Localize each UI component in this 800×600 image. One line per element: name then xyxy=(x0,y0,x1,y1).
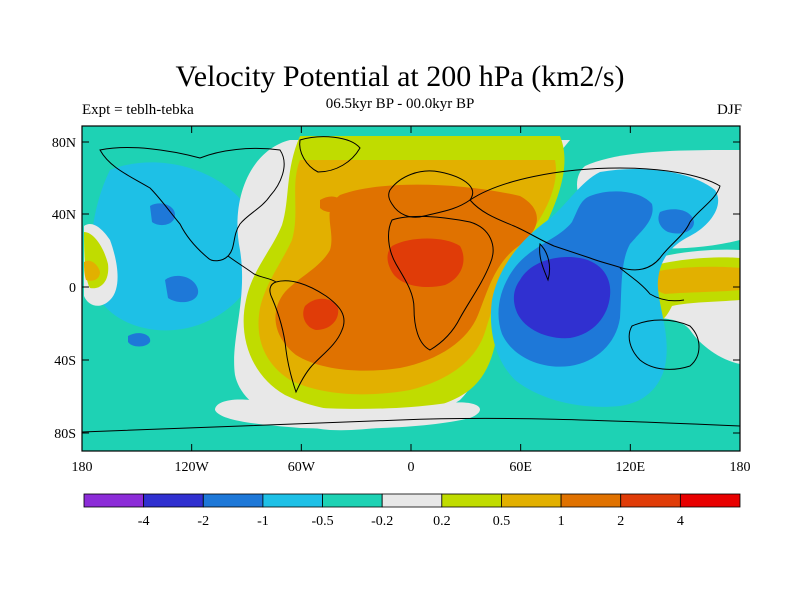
contour-positive-4-africa xyxy=(387,238,464,288)
velocity-potential-field xyxy=(82,126,740,451)
lat-tick-label: 80N xyxy=(52,136,76,151)
lat-tick-label: 80S xyxy=(54,427,76,442)
season-label: DJF xyxy=(716,102,742,118)
longitude-axis: 180 120W 60W 0 60E 120E 180 xyxy=(72,126,751,475)
colorbar-label: -0.2 xyxy=(371,514,393,529)
colorbar-swatch xyxy=(620,493,681,508)
contour-pacific-neg1a xyxy=(150,203,175,226)
colorbar-swatch xyxy=(679,493,741,508)
colorbar-label: 0.2 xyxy=(433,514,451,529)
lon-tick-label: 60E xyxy=(509,460,532,475)
lon-tick-label: 180 xyxy=(730,460,751,475)
colorbar-swatch xyxy=(501,493,562,508)
contour-indian-neg2 xyxy=(513,256,611,339)
colorbar-label: 0.5 xyxy=(493,514,511,529)
contour-indian-neg1-east xyxy=(658,209,694,234)
lat-tick-label: 0 xyxy=(69,281,76,296)
lon-tick-label: 180 xyxy=(72,460,93,475)
coast-southeast-asia xyxy=(619,267,685,302)
contour-south-white xyxy=(215,399,480,429)
colorbar: -4 -2 -1 -0.5 -0.2 0.2 0.5 1 2 4 xyxy=(83,493,741,529)
contour-positive-4-brazil xyxy=(303,298,339,330)
coast-antarctica xyxy=(82,417,740,433)
colorbar-swatch xyxy=(262,493,323,508)
colorbar-swatch xyxy=(143,493,204,508)
coast-asia xyxy=(469,167,721,271)
colorbar-label: -2 xyxy=(197,514,209,529)
contour-pacific-neg1b xyxy=(165,275,199,303)
lon-tick-label: 120E xyxy=(616,460,646,475)
coast-europe xyxy=(388,170,473,218)
contour-west-positive-1 xyxy=(84,260,100,281)
colorbar-label: -0.5 xyxy=(311,514,333,529)
coast-australia xyxy=(628,319,700,370)
lat-tick-label: 40S xyxy=(54,354,76,369)
colorbar-swatch xyxy=(441,493,502,508)
contour-positive-2-north xyxy=(320,196,344,213)
plot-title: Velocity Potential at 200 hPa (km2/s) xyxy=(175,60,625,93)
lon-tick-label: 120W xyxy=(175,460,210,475)
experiment-label: Expt = teblh-tebka xyxy=(82,102,194,118)
colorbar-label: 4 xyxy=(677,514,684,529)
colorbar-label: -1 xyxy=(257,514,269,529)
contour-pacific-neg1c xyxy=(128,333,151,347)
colorbar-label: 1 xyxy=(558,514,565,529)
coast-south-america xyxy=(269,280,345,394)
colorbar-swatch xyxy=(560,493,622,508)
contour-east-positive-1 xyxy=(651,266,740,294)
colorbar-swatch xyxy=(202,493,264,508)
coast-central-america xyxy=(227,255,277,283)
colorbar-swatch xyxy=(381,493,443,508)
coast-africa xyxy=(388,215,494,351)
colorbar-swatch xyxy=(83,493,145,508)
colorbar-label: -4 xyxy=(138,514,150,529)
coast-north-america xyxy=(99,147,285,262)
lat-tick-label: 40N xyxy=(52,208,76,223)
contour-pacific-neg05 xyxy=(90,162,260,331)
coastlines xyxy=(82,136,740,433)
lon-tick-label: 60W xyxy=(288,460,316,475)
colorbar-label: 2 xyxy=(617,514,624,529)
coast-greenland xyxy=(299,136,361,173)
coast-india xyxy=(539,242,551,282)
latitude-axis: 80N 40N 0 40S 80S xyxy=(52,136,740,442)
lon-tick-label: 0 xyxy=(408,460,415,475)
colorbar-swatch xyxy=(322,493,383,508)
time-range-label: 06.5kyr BP - 00.0kyr BP xyxy=(325,96,475,112)
